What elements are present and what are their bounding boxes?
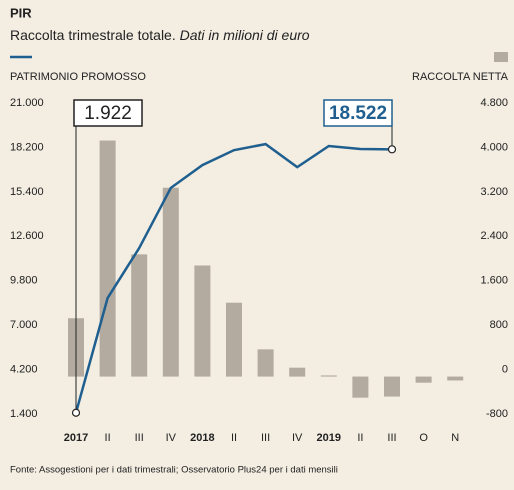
bar [162, 187, 179, 377]
x-tick-label: III [135, 432, 144, 444]
y2-tick-label: 4.000 [480, 141, 508, 153]
y-tick-label: 7.000 [10, 319, 38, 331]
bar [447, 376, 464, 381]
x-tick-label: O [419, 432, 428, 444]
legend-swatch [494, 52, 508, 62]
y-tick-label: 9.800 [10, 275, 38, 287]
x-tick-label: 2018 [190, 432, 214, 444]
y2-tick-label: 0 [502, 363, 508, 375]
source: Fonte: Assogestioni per i dati trimestra… [10, 465, 338, 476]
y2-tick-label: 2.400 [480, 230, 508, 242]
bar [415, 376, 432, 383]
annotation-box [73, 99, 143, 127]
x-tick-label: IV [292, 432, 303, 444]
y-tick-label: 15.400 [10, 186, 44, 198]
x-tick-label: 2019 [317, 432, 341, 444]
line [74, 142, 393, 414]
annotation-label: 18.522 [329, 103, 387, 124]
annotation-box [323, 99, 393, 127]
bar [131, 254, 148, 377]
y2-tick-label: -800 [486, 408, 508, 420]
bar [320, 375, 337, 377]
point [387, 145, 397, 154]
chart-subtitle: Raccolta trimestrale totale. Dati in mil… [10, 27, 310, 43]
bar [289, 367, 306, 377]
y2-tick-label: 800 [490, 319, 508, 331]
x-tick-label: 2017 [64, 432, 88, 444]
point [71, 408, 81, 417]
x-tick-label: N [451, 432, 459, 444]
y2-tick-label: 4.800 [480, 97, 508, 109]
x-tick-label: II [231, 432, 237, 444]
bar [352, 376, 369, 398]
y-tick-label: 18.200 [10, 141, 44, 153]
y2-tick-label: 3.200 [480, 186, 508, 198]
bar [257, 349, 274, 377]
bar [99, 140, 116, 377]
y2-tick-label: 1.600 [480, 275, 508, 287]
bar [226, 302, 242, 377]
x-tick-label: II [357, 432, 363, 444]
y-tick-label: 4.200 [10, 363, 38, 375]
x-tick-label: IV [166, 432, 177, 444]
x-tick-label: III [261, 432, 270, 444]
x-tick-label: II [105, 432, 111, 444]
y-tick-label: 1.400 [10, 408, 38, 420]
y-tick-label: 12.600 [10, 230, 44, 242]
bar [194, 265, 211, 377]
subtitle-note: Dati in milioni di euro [180, 27, 310, 43]
legend-label: RACCOLTA NETTA [412, 71, 509, 83]
bar [384, 376, 400, 397]
chart-title: PIR [10, 5, 32, 20]
x-tick-label: III [387, 432, 396, 444]
annotation-label: 1.922 [84, 103, 132, 124]
legend-label: PATRIMONIO PROMOSSO [10, 71, 146, 83]
subtitle-text: Raccolta trimestrale totale. [10, 27, 176, 43]
y-tick-label: 21.000 [10, 97, 44, 109]
